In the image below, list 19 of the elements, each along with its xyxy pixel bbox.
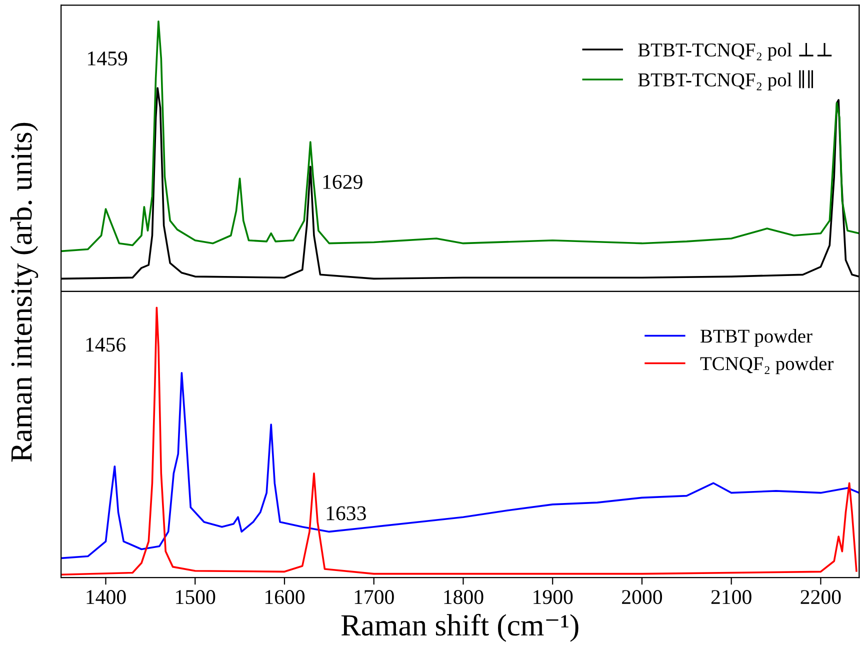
x-tick-label: 1700 (354, 590, 394, 604)
y-axis-title: Raman intensity (arb. units) (10, 122, 38, 462)
x-tick-label: 2100 (711, 590, 752, 604)
x-tick-label: 1900 (534, 590, 573, 604)
annotation: 1459 (88, 51, 128, 66)
x-tick-label: 1500 (176, 590, 216, 604)
legend-label: BTBT-TCNQF₂ pol ∥∥ (638, 70, 813, 90)
legend-label: BTBT-TCNQF₂ pol ⊥⊥ (638, 42, 832, 60)
legend-label: TCNQF₂ powder (700, 356, 834, 374)
x-axis-title: Raman shift (cm⁻¹) (341, 614, 578, 642)
annotation: 1456 (86, 338, 126, 352)
annotation: 1629 (323, 174, 362, 189)
annotation: 1633 (326, 506, 366, 520)
legend-label: BTBT powder (700, 329, 812, 347)
x-tick-label: 1800 (444, 590, 484, 604)
x-tick-label: 2000 (622, 590, 662, 604)
x-tick-label: 1600 (265, 590, 305, 604)
x-tick-label: 2200 (800, 590, 841, 604)
x-tick-label: 1400 (86, 590, 126, 604)
